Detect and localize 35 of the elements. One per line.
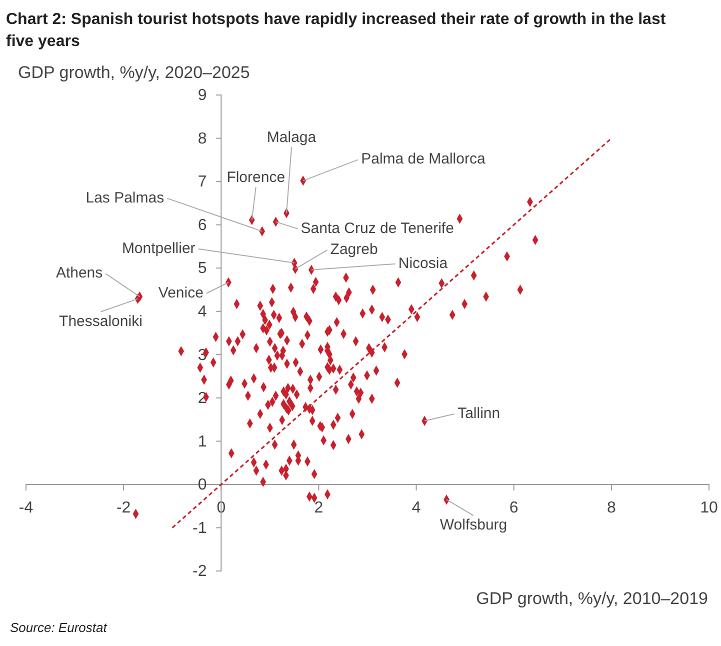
annotation: Malaga	[266, 129, 317, 146]
y-axis-title: GDP growth, %y/y, 2020–2025	[18, 63, 250, 82]
y-tick-label: 1	[198, 433, 207, 450]
x-tick-label: 4	[412, 500, 421, 517]
annotation: Thessaloniki	[59, 312, 142, 330]
x-tick-label: 8	[606, 500, 616, 517]
annotation: Las Palmas	[86, 189, 164, 206]
chart-title: Chart 2: Spanish tourist hotspots have rapidly increased their rate of growth in the last five years	[6, 11, 666, 50]
x-axis-title: GDP growth, %y/y, 2010–2019	[476, 589, 708, 608]
y-tick-label: 8	[198, 130, 207, 148]
y-tick-label: 9	[198, 87, 207, 104]
annotation: Montpellier	[122, 240, 196, 257]
y-tick-label: 4	[198, 303, 207, 320]
y-tick-label: -2	[192, 563, 207, 580]
annotation: Santa Cruz de Tenerife	[300, 220, 454, 237]
x-tick-label: -4	[18, 500, 34, 517]
annotation: Zagreb	[330, 240, 378, 258]
annotation: Athens	[56, 264, 103, 282]
y-tick-label: 7	[198, 174, 207, 191]
annotation: Venice	[158, 284, 204, 302]
x-tick-label: 0	[216, 500, 226, 517]
annotation: Palma de Mallorca	[361, 150, 486, 168]
y-tick-label: 0	[198, 476, 207, 494]
annotation: Florence	[226, 169, 286, 186]
x-tick-label: 2	[314, 500, 324, 517]
y-tick-label: 6	[198, 216, 207, 234]
x-tick-label: 10	[700, 500, 718, 517]
annotation: Nicosia	[398, 254, 448, 272]
x-tick-label: 6	[509, 500, 518, 517]
y-tick-label: -1	[192, 520, 207, 537]
y-tick-label: 5	[198, 260, 207, 278]
source-note: Source: Eurostat	[10, 620, 108, 635]
annotation: Tallinn	[458, 404, 500, 422]
annotation: Wolfsburg	[440, 516, 508, 534]
x-tick-label: -2	[116, 500, 131, 517]
